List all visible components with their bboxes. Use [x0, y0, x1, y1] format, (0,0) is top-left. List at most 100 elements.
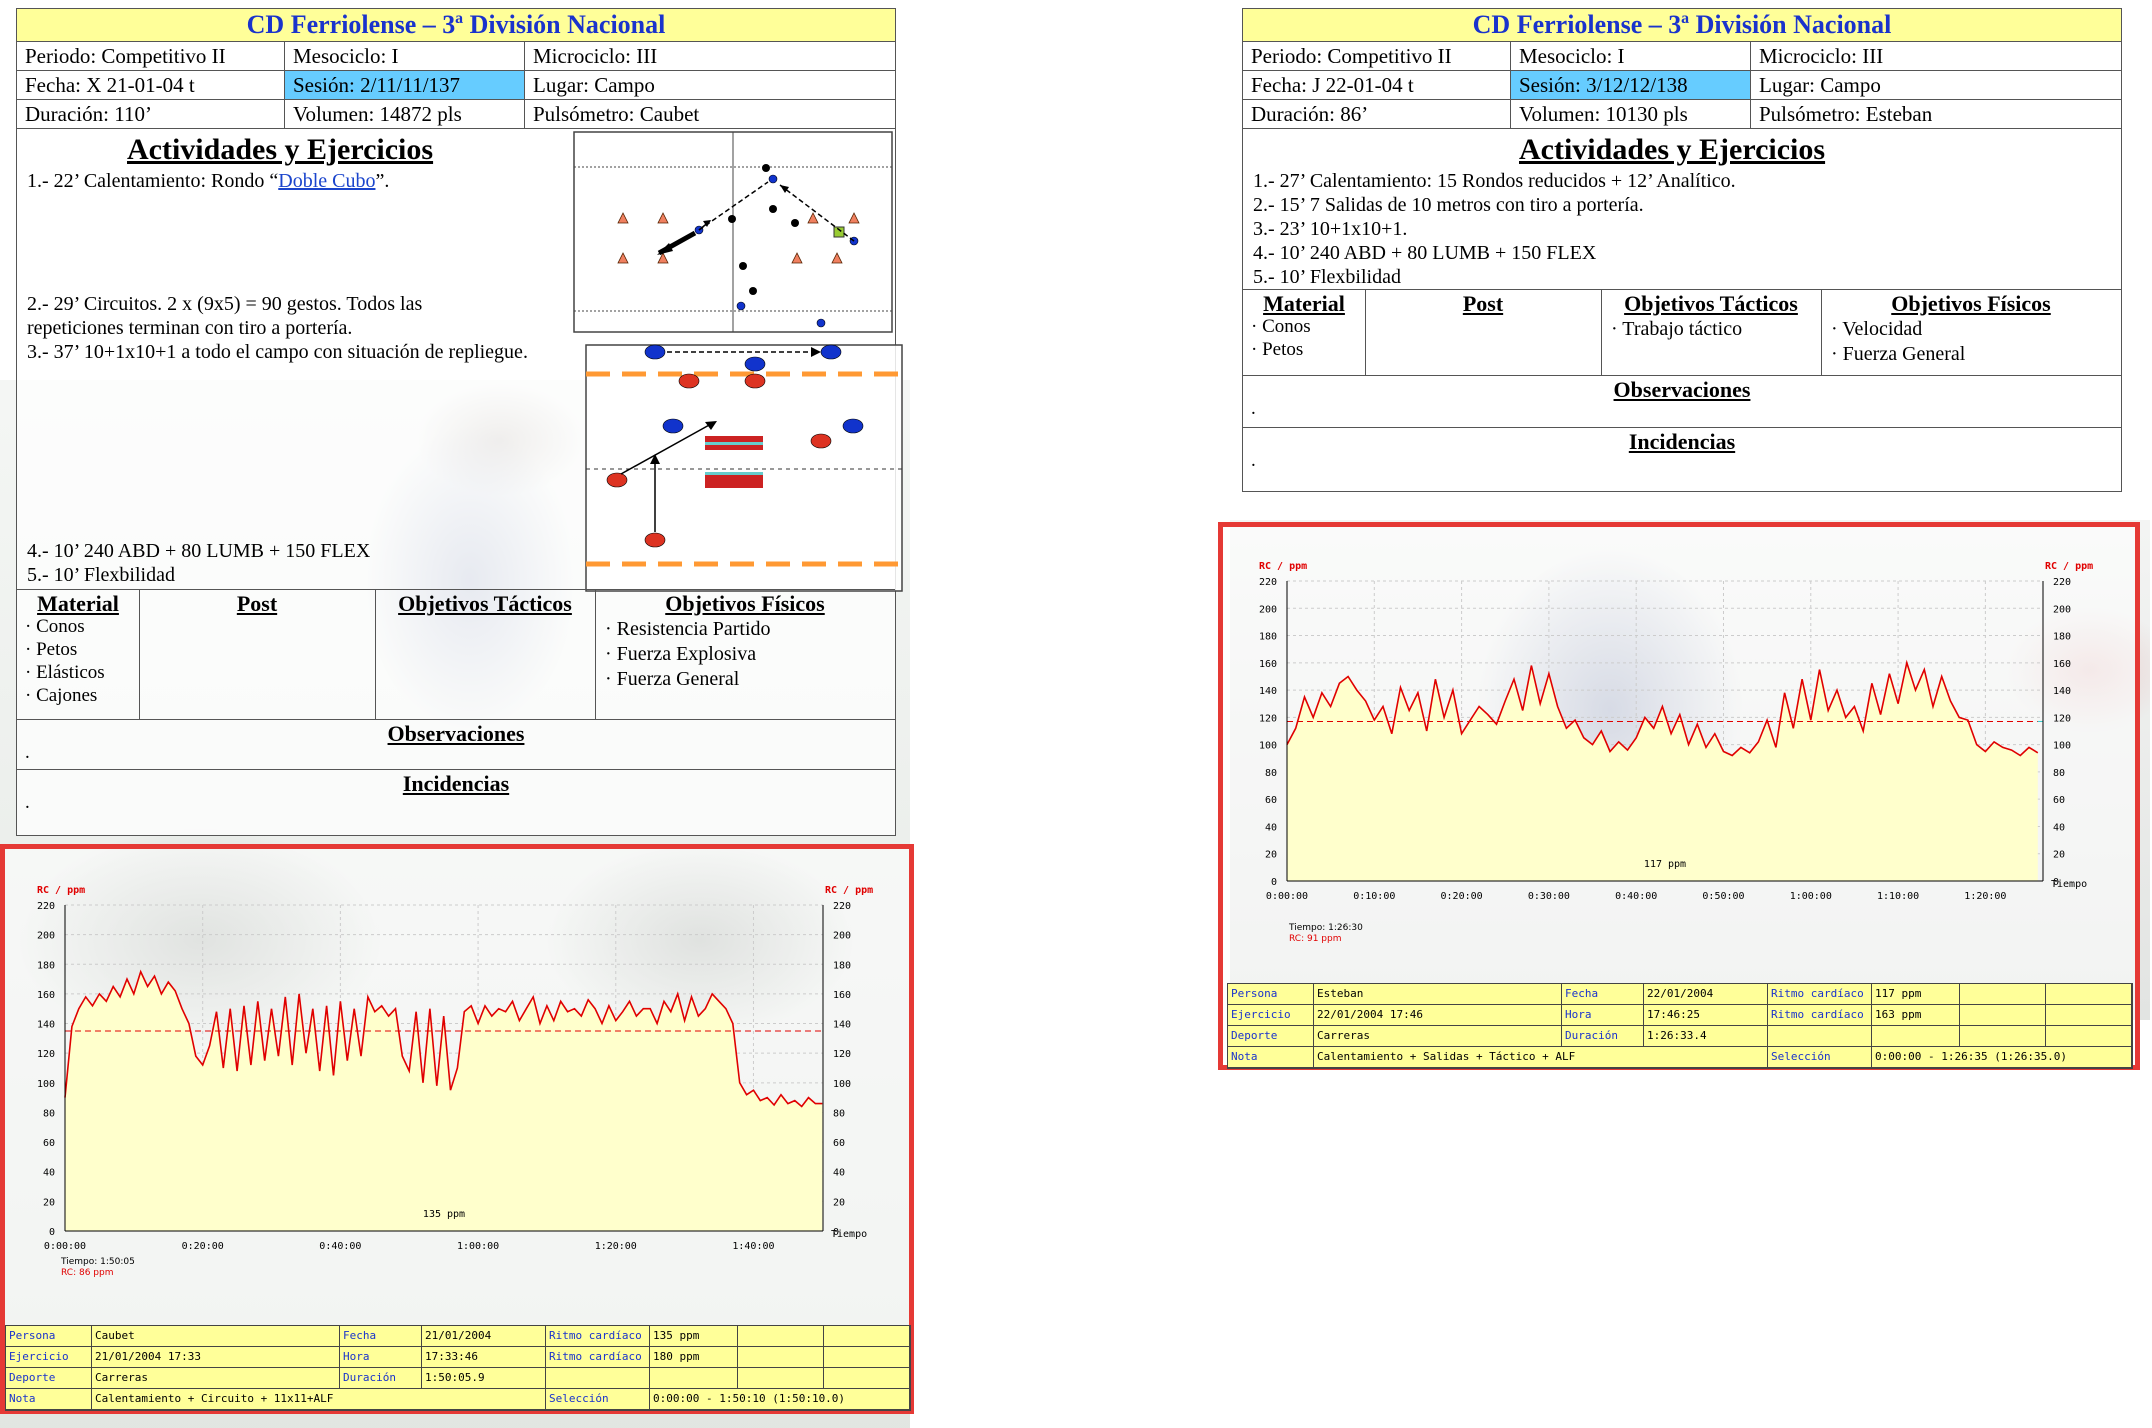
activity-2: 2.- 15’ 7 Salidas de 10 metros con tiro … — [1253, 194, 1644, 216]
info-cell — [824, 1368, 910, 1389]
y-tick-label-right: 180 — [2053, 632, 2071, 643]
session-sheet-left: CD Ferriolense – 3ª División Nacional Pe… — [16, 8, 903, 836]
fisico-item: · Resistencia Partido — [605, 618, 771, 640]
info-cell: Fecha — [340, 1326, 422, 1347]
goal-box — [705, 436, 763, 488]
y-tick-label-left: 220 — [37, 901, 55, 912]
y-tick-label-right: 80 — [833, 1108, 845, 1119]
y-tick-label-left: 160 — [37, 990, 55, 1001]
material-item: · Cajones — [25, 685, 98, 706]
y-tick-label-right: 20 — [2053, 850, 2065, 861]
x-tick-label: 1:40:00 — [732, 1241, 774, 1252]
info-table-right: Persona Esteban Fecha 22/01/2004 Ritmo cardí… — [1227, 983, 2133, 1069]
info-cell — [546, 1368, 650, 1389]
microciclo-cell: Microciclo: III — [1751, 42, 2121, 71]
info-cell: Hora — [340, 1347, 422, 1368]
player-blue — [662, 418, 684, 434]
x-axis-label: Tiempo — [2051, 879, 2087, 890]
incidencias-header: Incidencias — [1628, 429, 1736, 454]
player-red — [644, 532, 666, 548]
y-tick-label-right: 80 — [2053, 768, 2065, 779]
player-blue — [816, 318, 826, 328]
info-cell: Caubet — [92, 1326, 340, 1347]
x-tick-label: 1:10:00 — [1877, 891, 1919, 902]
activity-4: 4.- 10’ 240 ABD + 80 LUMB + 150 FLEX — [1253, 242, 1597, 264]
y-tick-label-right: 220 — [2053, 577, 2071, 588]
player-red — [606, 472, 628, 488]
material-header: Material — [37, 591, 119, 616]
player-black — [769, 205, 777, 213]
material-item: · Conos — [1251, 316, 1311, 337]
incidencias-text: . — [25, 792, 30, 813]
info-cell: 17:33:46 — [422, 1347, 546, 1368]
fecha-cell: Fecha: X 21-01-04 t — [17, 71, 285, 100]
info-cell: Calentamiento + Salidas + Táctico + ALF — [1314, 1047, 1768, 1068]
hr-chart-frame-right: 0 0 20 20 40 40 60 60 80 80 100 100 120 120 140 140 160 1… — [1218, 522, 2140, 1070]
y-tick-label-right: 40 — [2053, 822, 2065, 833]
info-cell — [824, 1347, 910, 1368]
player-blue — [768, 174, 778, 184]
y-tick-label-right: 220 — [833, 901, 851, 912]
y-tick-label-right: 160 — [833, 990, 851, 1001]
x-axis-label: Tiempo — [831, 1229, 867, 1240]
info-cell — [1768, 1026, 1872, 1047]
cursor-rc: RC: 86 ppm — [61, 1268, 114, 1278]
y-tick-label-left: 200 — [37, 931, 55, 942]
x-tick-label: 1:00:00 — [457, 1241, 499, 1252]
player-triangle — [657, 212, 669, 224]
incidencias-text: . — [1251, 450, 1256, 471]
info-cell: 1:26:33.4 — [1644, 1026, 1768, 1047]
y-tick-label-left: 100 — [37, 1079, 55, 1090]
material-item: · Elásticos — [25, 662, 105, 683]
info-cell: Calentamiento + Circuito + 11x11+ALF — [92, 1389, 546, 1410]
doble-cubo-link[interactable]: Doble Cubo — [278, 170, 376, 192]
material-item: · Petos — [1251, 339, 1304, 360]
observaciones-header: Observaciones — [387, 721, 525, 746]
info-cell — [1872, 1026, 1960, 1047]
y-tick-label-right: 100 — [833, 1079, 851, 1090]
player-blue — [644, 344, 666, 360]
info-cell: 135 ppm — [650, 1326, 738, 1347]
post-header: Post — [236, 591, 278, 616]
fisico-item: · Fuerza Explosiva — [605, 643, 757, 665]
mesociclo-cell: Mesociclo: I — [285, 42, 525, 71]
activity-3: 3.- 23’ 10+1x10+1. — [1253, 218, 1408, 240]
pulsometro-cell: Pulsómetro: Caubet — [525, 100, 895, 129]
info-cell: Duración — [1562, 1026, 1644, 1047]
sesion-cell: Sesión: 2/11/11/137 — [285, 71, 525, 100]
activities-title: Actividades y Ejercicios — [1519, 133, 1826, 166]
y-tick-label-left: 180 — [37, 960, 55, 971]
info-cell: 22/01/2004 17:46 — [1314, 1005, 1562, 1026]
material-header: Material — [1263, 291, 1345, 316]
y-tick-label-right: 140 — [833, 1020, 851, 1031]
info-cell — [738, 1326, 824, 1347]
info-cell — [738, 1347, 824, 1368]
player-black — [791, 219, 799, 227]
info-cell — [824, 1326, 910, 1347]
periodo-cell: Periodo: Competitivo II — [17, 42, 285, 71]
fisicos-header: Objetivos Físicos — [1891, 291, 2051, 316]
y-axis-label-right: RC / ppm — [2045, 561, 2093, 572]
y-tick-label-right: 20 — [833, 1197, 845, 1208]
x-tick-label: 1:00:00 — [1790, 891, 1832, 902]
player-black — [728, 215, 736, 223]
activities-title: Actividades y Ejercicios — [127, 133, 434, 166]
info-cell: Nota — [6, 1389, 92, 1410]
y-tick-label-left: 140 — [37, 1020, 55, 1031]
rondo-diagram — [573, 131, 893, 333]
field-diagram — [585, 344, 903, 592]
y-tick-label-left: 100 — [1259, 741, 1277, 752]
hr-series-line — [1286, 659, 2039, 757]
y-tick-label-right: 140 — [2053, 686, 2071, 697]
info-cell — [1960, 984, 2046, 1005]
info-cell — [1960, 1005, 2046, 1026]
duracion-cell: Duración: 86’ — [1243, 100, 1511, 129]
activity-1-prefix: 1.- 22’ Calentamiento: Rondo “ — [27, 170, 279, 192]
sheet-title: CD Ferriolense – 3ª División Nacional — [1243, 9, 2121, 42]
info-cell: Ejercicio — [6, 1347, 92, 1368]
info-cell — [2046, 1026, 2132, 1047]
x-tick-label: 0:30:00 — [1528, 891, 1570, 902]
periodo-cell: Periodo: Competitivo II — [1243, 42, 1511, 71]
y-tick-label-left: 60 — [43, 1138, 55, 1149]
info-cell: 21/01/2004 17:33 — [92, 1347, 340, 1368]
